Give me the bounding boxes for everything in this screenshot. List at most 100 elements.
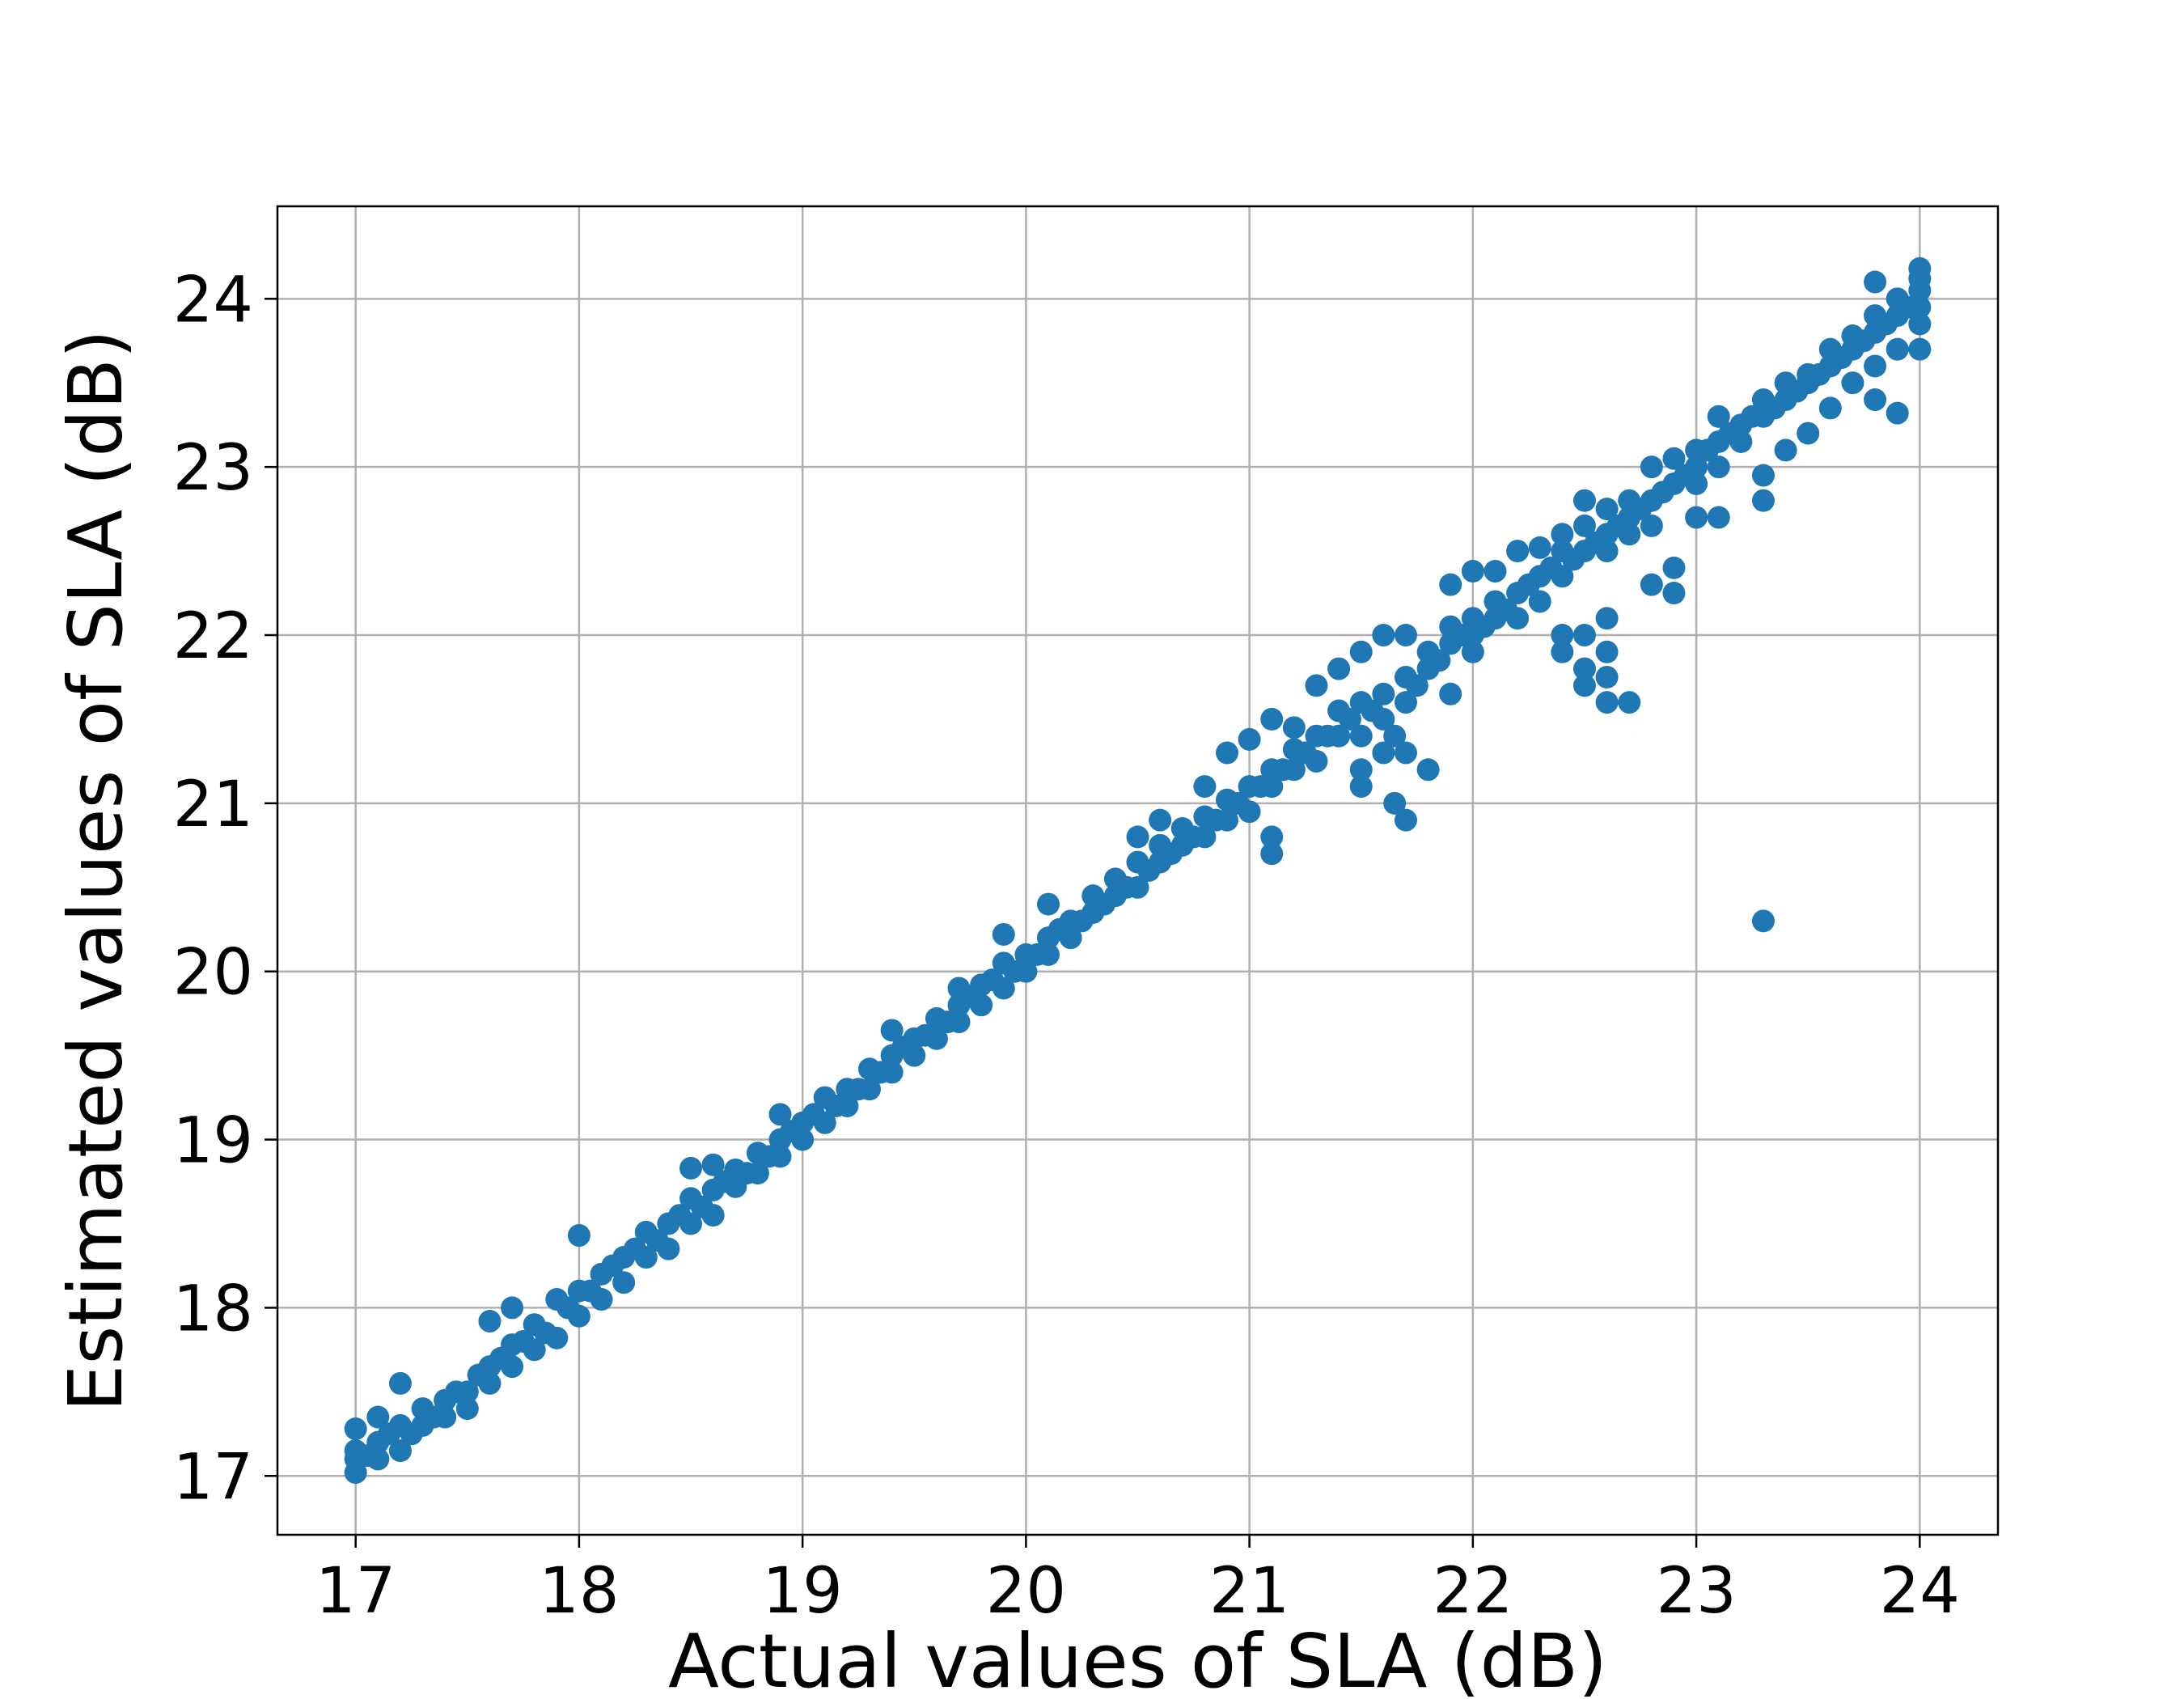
axis-ticks: 17 18 19 20 21 22 23 24 17 18 19 20 21 22 23 24 (173, 264, 1960, 1628)
data-point (1595, 640, 1619, 663)
y-axis-title: Estimated values of SLA (dB) (53, 329, 139, 1412)
data-point (947, 1011, 971, 1034)
x-tick-label: 18 (539, 1555, 619, 1628)
data-point (1572, 514, 1596, 537)
data-point (1405, 674, 1428, 697)
data-point (1372, 741, 1395, 765)
data-point (478, 1371, 502, 1395)
data-point (590, 1288, 613, 1311)
data-point (1439, 682, 1462, 705)
data-point (1886, 401, 1909, 425)
data-point (1238, 727, 1261, 751)
y-tick-label: 20 (173, 937, 253, 1010)
x-tick-label: 24 (1880, 1555, 1960, 1628)
data-point (1383, 724, 1407, 748)
data-point (1595, 540, 1619, 563)
data-point (1685, 506, 1708, 529)
data-points (344, 256, 1932, 1485)
data-point (1349, 640, 1373, 663)
data-point (768, 1145, 792, 1168)
data-point (1595, 498, 1619, 521)
data-point (1439, 573, 1462, 596)
data-point (567, 1304, 590, 1328)
data-point (1394, 808, 1417, 832)
y-tick-label: 23 (173, 432, 253, 505)
data-point (1394, 691, 1417, 714)
x-axis-title: Actual values of SLA (dB) (668, 1618, 1607, 1699)
data-point (1215, 741, 1238, 765)
data-point (1305, 674, 1328, 697)
data-point (1282, 758, 1306, 782)
data-point (1886, 337, 1909, 361)
data-point (1305, 749, 1328, 773)
data-point (1751, 909, 1775, 933)
data-point (1327, 657, 1351, 680)
data-point (813, 1111, 836, 1134)
y-tick-label: 21 (173, 769, 253, 841)
data-point (1662, 556, 1686, 579)
data-point (478, 1310, 502, 1333)
data-point (679, 1212, 703, 1235)
data-point (1572, 657, 1596, 680)
y-tick-label: 22 (173, 600, 253, 673)
data-point (1193, 775, 1217, 799)
data-point (1461, 640, 1484, 663)
data-point (701, 1153, 725, 1176)
data-point (791, 1128, 815, 1151)
data-point (455, 1397, 479, 1421)
data-point (1238, 800, 1261, 824)
data-point (1338, 707, 1361, 731)
data-point (1506, 607, 1530, 630)
data-point (1595, 607, 1619, 630)
data-point (1774, 439, 1797, 462)
data-point (344, 1417, 367, 1441)
data-point (1551, 640, 1574, 663)
data-point (1260, 842, 1284, 866)
data-point (1428, 649, 1451, 672)
data-point (768, 1103, 792, 1126)
data-point (1282, 716, 1306, 739)
data-point (1640, 514, 1663, 537)
data-point (1551, 565, 1574, 588)
x-tick-label: 21 (1209, 1555, 1289, 1628)
data-point (1349, 758, 1373, 782)
x-tick-label: 22 (1433, 1555, 1513, 1628)
data-point (1640, 455, 1663, 479)
data-point (1595, 665, 1619, 688)
data-point (836, 1094, 859, 1117)
y-tick-label: 19 (173, 1105, 253, 1178)
data-point (366, 1405, 390, 1429)
data-point (1908, 312, 1932, 336)
data-point (1059, 926, 1082, 950)
data-point (1037, 892, 1060, 916)
data-point (1372, 624, 1395, 647)
data-point (1572, 489, 1596, 512)
data-point (1193, 825, 1217, 849)
data-point (1037, 943, 1060, 966)
data-point (1394, 624, 1417, 647)
data-point (1484, 560, 1507, 583)
data-point (388, 1439, 412, 1463)
data-point (1640, 573, 1663, 596)
data-point (1126, 825, 1149, 849)
data-point (1751, 464, 1775, 487)
data-point (746, 1162, 769, 1185)
x-tick-label: 23 (1656, 1555, 1736, 1628)
data-point (1260, 825, 1284, 849)
data-point (880, 1019, 904, 1042)
data-point (612, 1271, 636, 1294)
data-point (1729, 430, 1753, 453)
data-point (1751, 489, 1775, 512)
data-point (1260, 775, 1284, 799)
y-tick-label: 18 (173, 1273, 253, 1345)
data-point (1149, 808, 1172, 832)
x-tick-label: 20 (986, 1555, 1066, 1628)
data-point (1618, 691, 1641, 714)
y-tick-label: 24 (173, 264, 253, 337)
data-point (1394, 741, 1417, 765)
data-point (1528, 590, 1551, 613)
data-point (1707, 455, 1730, 479)
data-point (1572, 674, 1596, 697)
data-point (880, 1061, 904, 1084)
